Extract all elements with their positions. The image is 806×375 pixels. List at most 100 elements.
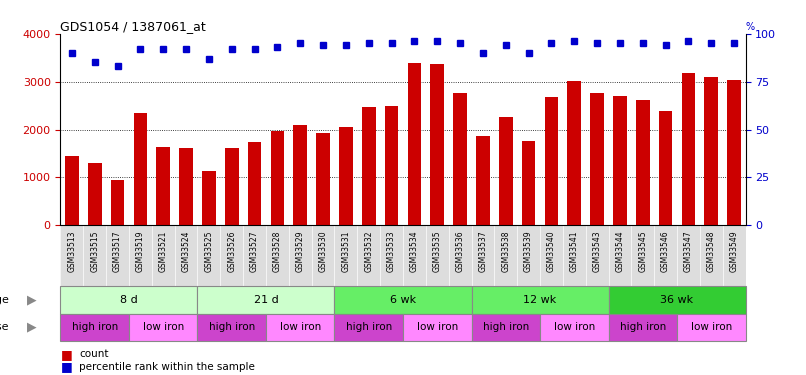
FancyBboxPatch shape <box>334 286 472 314</box>
Text: percentile rank within the sample: percentile rank within the sample <box>79 362 255 372</box>
Text: GSM33528: GSM33528 <box>273 230 282 272</box>
FancyBboxPatch shape <box>472 314 540 341</box>
Bar <box>384 106 398 225</box>
Text: GSM33525: GSM33525 <box>205 230 214 272</box>
Bar <box>293 125 307 225</box>
Text: ▶: ▶ <box>27 293 36 306</box>
Text: GSM33519: GSM33519 <box>136 230 145 272</box>
Text: GSM33530: GSM33530 <box>318 230 327 272</box>
Bar <box>110 180 124 225</box>
FancyBboxPatch shape <box>334 314 403 341</box>
Text: GSM33513: GSM33513 <box>68 230 77 272</box>
Bar <box>339 127 353 225</box>
Bar <box>727 80 741 225</box>
Text: high iron: high iron <box>483 322 529 332</box>
Bar <box>590 93 604 225</box>
Text: GSM33543: GSM33543 <box>592 230 601 272</box>
FancyBboxPatch shape <box>60 286 197 314</box>
FancyBboxPatch shape <box>609 286 746 314</box>
Bar <box>682 73 696 225</box>
Bar <box>659 111 672 225</box>
Text: 36 wk: 36 wk <box>660 295 694 304</box>
Text: ■: ■ <box>60 348 73 361</box>
Bar <box>271 131 285 225</box>
Text: low iron: low iron <box>691 322 732 332</box>
Text: GSM33547: GSM33547 <box>684 230 693 272</box>
Text: low iron: low iron <box>143 322 184 332</box>
Text: low iron: low iron <box>280 322 321 332</box>
Bar <box>65 156 79 225</box>
Bar <box>613 96 627 225</box>
Text: 8 d: 8 d <box>120 295 138 304</box>
FancyBboxPatch shape <box>677 314 746 341</box>
Text: GSM33521: GSM33521 <box>159 230 168 272</box>
Text: ▶: ▶ <box>27 321 36 334</box>
Bar <box>179 148 193 225</box>
Bar <box>225 148 239 225</box>
Bar <box>567 81 581 225</box>
Text: GSM33544: GSM33544 <box>616 230 625 272</box>
Text: GSM33529: GSM33529 <box>296 230 305 272</box>
FancyBboxPatch shape <box>129 314 197 341</box>
Text: GSM33541: GSM33541 <box>570 230 579 272</box>
Text: GSM33549: GSM33549 <box>729 230 738 272</box>
Text: GSM33517: GSM33517 <box>113 230 122 272</box>
Bar <box>453 93 467 225</box>
Bar <box>316 134 330 225</box>
Text: high iron: high iron <box>209 322 255 332</box>
Bar <box>156 147 170 225</box>
Bar <box>408 63 422 225</box>
Text: GSM33548: GSM33548 <box>707 230 716 272</box>
Text: GSM33532: GSM33532 <box>364 230 373 272</box>
Text: high iron: high iron <box>346 322 392 332</box>
Text: GSM33515: GSM33515 <box>90 230 99 272</box>
FancyBboxPatch shape <box>266 314 334 341</box>
FancyBboxPatch shape <box>540 314 609 341</box>
Bar <box>247 141 261 225</box>
Text: GSM33533: GSM33533 <box>387 230 396 272</box>
FancyBboxPatch shape <box>60 314 129 341</box>
Text: dose: dose <box>0 322 9 332</box>
FancyBboxPatch shape <box>609 314 677 341</box>
Text: 21 d: 21 d <box>254 295 278 304</box>
Text: low iron: low iron <box>417 322 458 332</box>
Text: high iron: high iron <box>620 322 666 332</box>
Text: GSM33539: GSM33539 <box>524 230 533 272</box>
Bar <box>704 77 718 225</box>
Text: GSM33545: GSM33545 <box>638 230 647 272</box>
Bar <box>202 171 216 225</box>
Text: GSM33546: GSM33546 <box>661 230 670 272</box>
Text: count: count <box>79 350 109 359</box>
Text: GSM33537: GSM33537 <box>479 230 488 272</box>
Bar <box>88 163 102 225</box>
Bar <box>636 100 650 225</box>
FancyBboxPatch shape <box>197 286 334 314</box>
Bar <box>521 141 535 225</box>
Text: GSM33538: GSM33538 <box>501 230 510 272</box>
Bar <box>430 64 444 225</box>
Text: high iron: high iron <box>72 322 118 332</box>
Text: GDS1054 / 1387061_at: GDS1054 / 1387061_at <box>60 20 206 33</box>
Text: low iron: low iron <box>554 322 595 332</box>
FancyBboxPatch shape <box>472 286 609 314</box>
Text: %: % <box>746 22 754 32</box>
Text: GSM33535: GSM33535 <box>433 230 442 272</box>
FancyBboxPatch shape <box>197 314 266 341</box>
Text: ■: ■ <box>60 360 73 373</box>
Bar <box>545 98 559 225</box>
Text: GSM33531: GSM33531 <box>342 230 351 272</box>
FancyBboxPatch shape <box>403 314 472 341</box>
Text: GSM33524: GSM33524 <box>181 230 190 272</box>
Text: GSM33526: GSM33526 <box>227 230 236 272</box>
Text: GSM33536: GSM33536 <box>455 230 464 272</box>
Text: 6 wk: 6 wk <box>390 295 416 304</box>
Bar <box>134 113 147 225</box>
Bar <box>362 106 376 225</box>
Bar <box>476 136 490 225</box>
Text: age: age <box>0 295 9 304</box>
Text: GSM33527: GSM33527 <box>250 230 259 272</box>
Text: GSM33540: GSM33540 <box>547 230 556 272</box>
Text: GSM33534: GSM33534 <box>410 230 419 272</box>
Bar <box>499 117 513 225</box>
Text: 12 wk: 12 wk <box>523 295 557 304</box>
